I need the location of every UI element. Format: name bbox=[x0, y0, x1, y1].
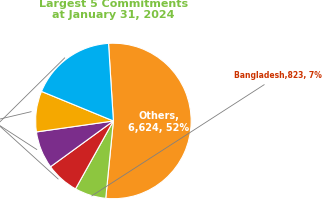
Wedge shape bbox=[36, 121, 113, 167]
Title: Largest 5 Commitments
at January 31, 2024: Largest 5 Commitments at January 31, 202… bbox=[39, 0, 188, 20]
Text: Others,
6,624, 52%: Others, 6,624, 52% bbox=[128, 111, 189, 133]
Text: Zambia,978, 8%: Zambia,978, 8% bbox=[0, 92, 37, 150]
Text: Bangladesh,823, 7%: Bangladesh,823, 7% bbox=[92, 71, 322, 196]
Wedge shape bbox=[36, 91, 113, 132]
Wedge shape bbox=[75, 121, 113, 198]
Wedge shape bbox=[51, 121, 113, 189]
Text: Ghana,2,242 18%: Ghana,2,242 18% bbox=[0, 58, 65, 170]
Wedge shape bbox=[106, 43, 191, 199]
Text: Congo,Democratic
Republic of,1,066, 8%: Congo,Democratic Republic of,1,066, 8% bbox=[0, 112, 31, 142]
Text: Côte d'Ivoire,867, 7%: Côte d'Ivoire,867, 7% bbox=[0, 70, 58, 179]
Wedge shape bbox=[41, 43, 113, 121]
